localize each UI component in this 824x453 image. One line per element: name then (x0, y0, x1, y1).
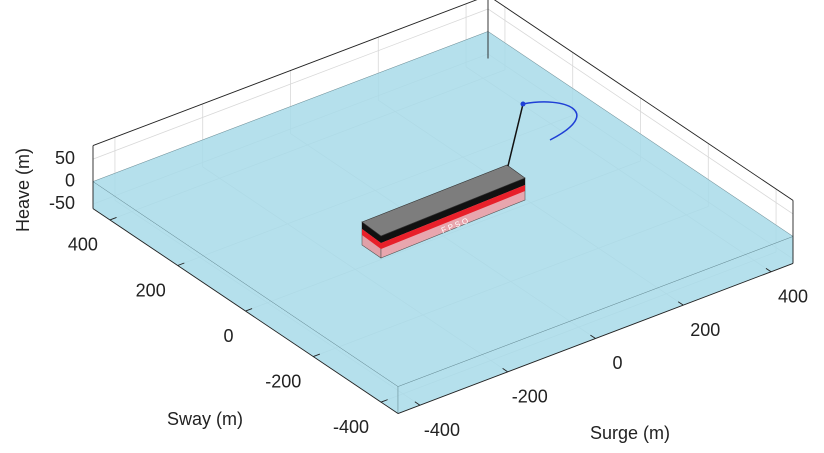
grid-line (487, 8, 794, 215)
fpso-deck (361, 164, 526, 237)
grid-line (92, 8, 489, 160)
y-tick-label: -200 (265, 371, 301, 391)
axis-line (92, 0, 478, 146)
fpso-stripe (362, 229, 381, 249)
tick-mark (677, 301, 684, 306)
x-axis-title: Surge (m) (590, 423, 670, 443)
riser (507, 103, 524, 167)
tick-mark (590, 334, 596, 339)
y-tick-label: 200 (136, 280, 166, 300)
x-tick-label: 200 (690, 320, 720, 340)
y-tick-label: 400 (68, 235, 98, 255)
z-tick-label: 50 (55, 148, 75, 168)
x-tick-label: -400 (424, 420, 460, 440)
tick-mark (313, 353, 321, 358)
y-tick-label: 0 (223, 326, 233, 346)
fpso-band (362, 222, 381, 243)
tick-mark (502, 368, 508, 373)
x-tick-label: 0 (612, 353, 622, 373)
tick-mark (177, 262, 185, 266)
tick-mark (414, 401, 421, 406)
axis-line (493, 0, 794, 201)
tick-mark (380, 399, 388, 403)
y-axis-title: Sway (m) (167, 409, 243, 429)
fairlead (520, 101, 526, 107)
tick-mark (765, 267, 772, 273)
z-tick-label: -50 (49, 193, 75, 213)
mooring-line (522, 101, 578, 141)
labels: -400-2000200400-400-2000200400-50050Surg… (13, 148, 808, 443)
tick-mark (245, 308, 253, 312)
z-tick-label: 0 (65, 170, 75, 190)
x-tick-label: 400 (778, 287, 808, 307)
frame (92, 0, 794, 414)
tick-mark (109, 217, 117, 221)
z-axis-title: Heave (m) (13, 148, 33, 232)
y-tick-label: -400 (333, 417, 369, 437)
fpso-stripe (381, 185, 525, 249)
x-tick-label: -200 (512, 387, 548, 407)
fpso: F P S O (361, 101, 578, 259)
fpso-band (381, 178, 525, 243)
